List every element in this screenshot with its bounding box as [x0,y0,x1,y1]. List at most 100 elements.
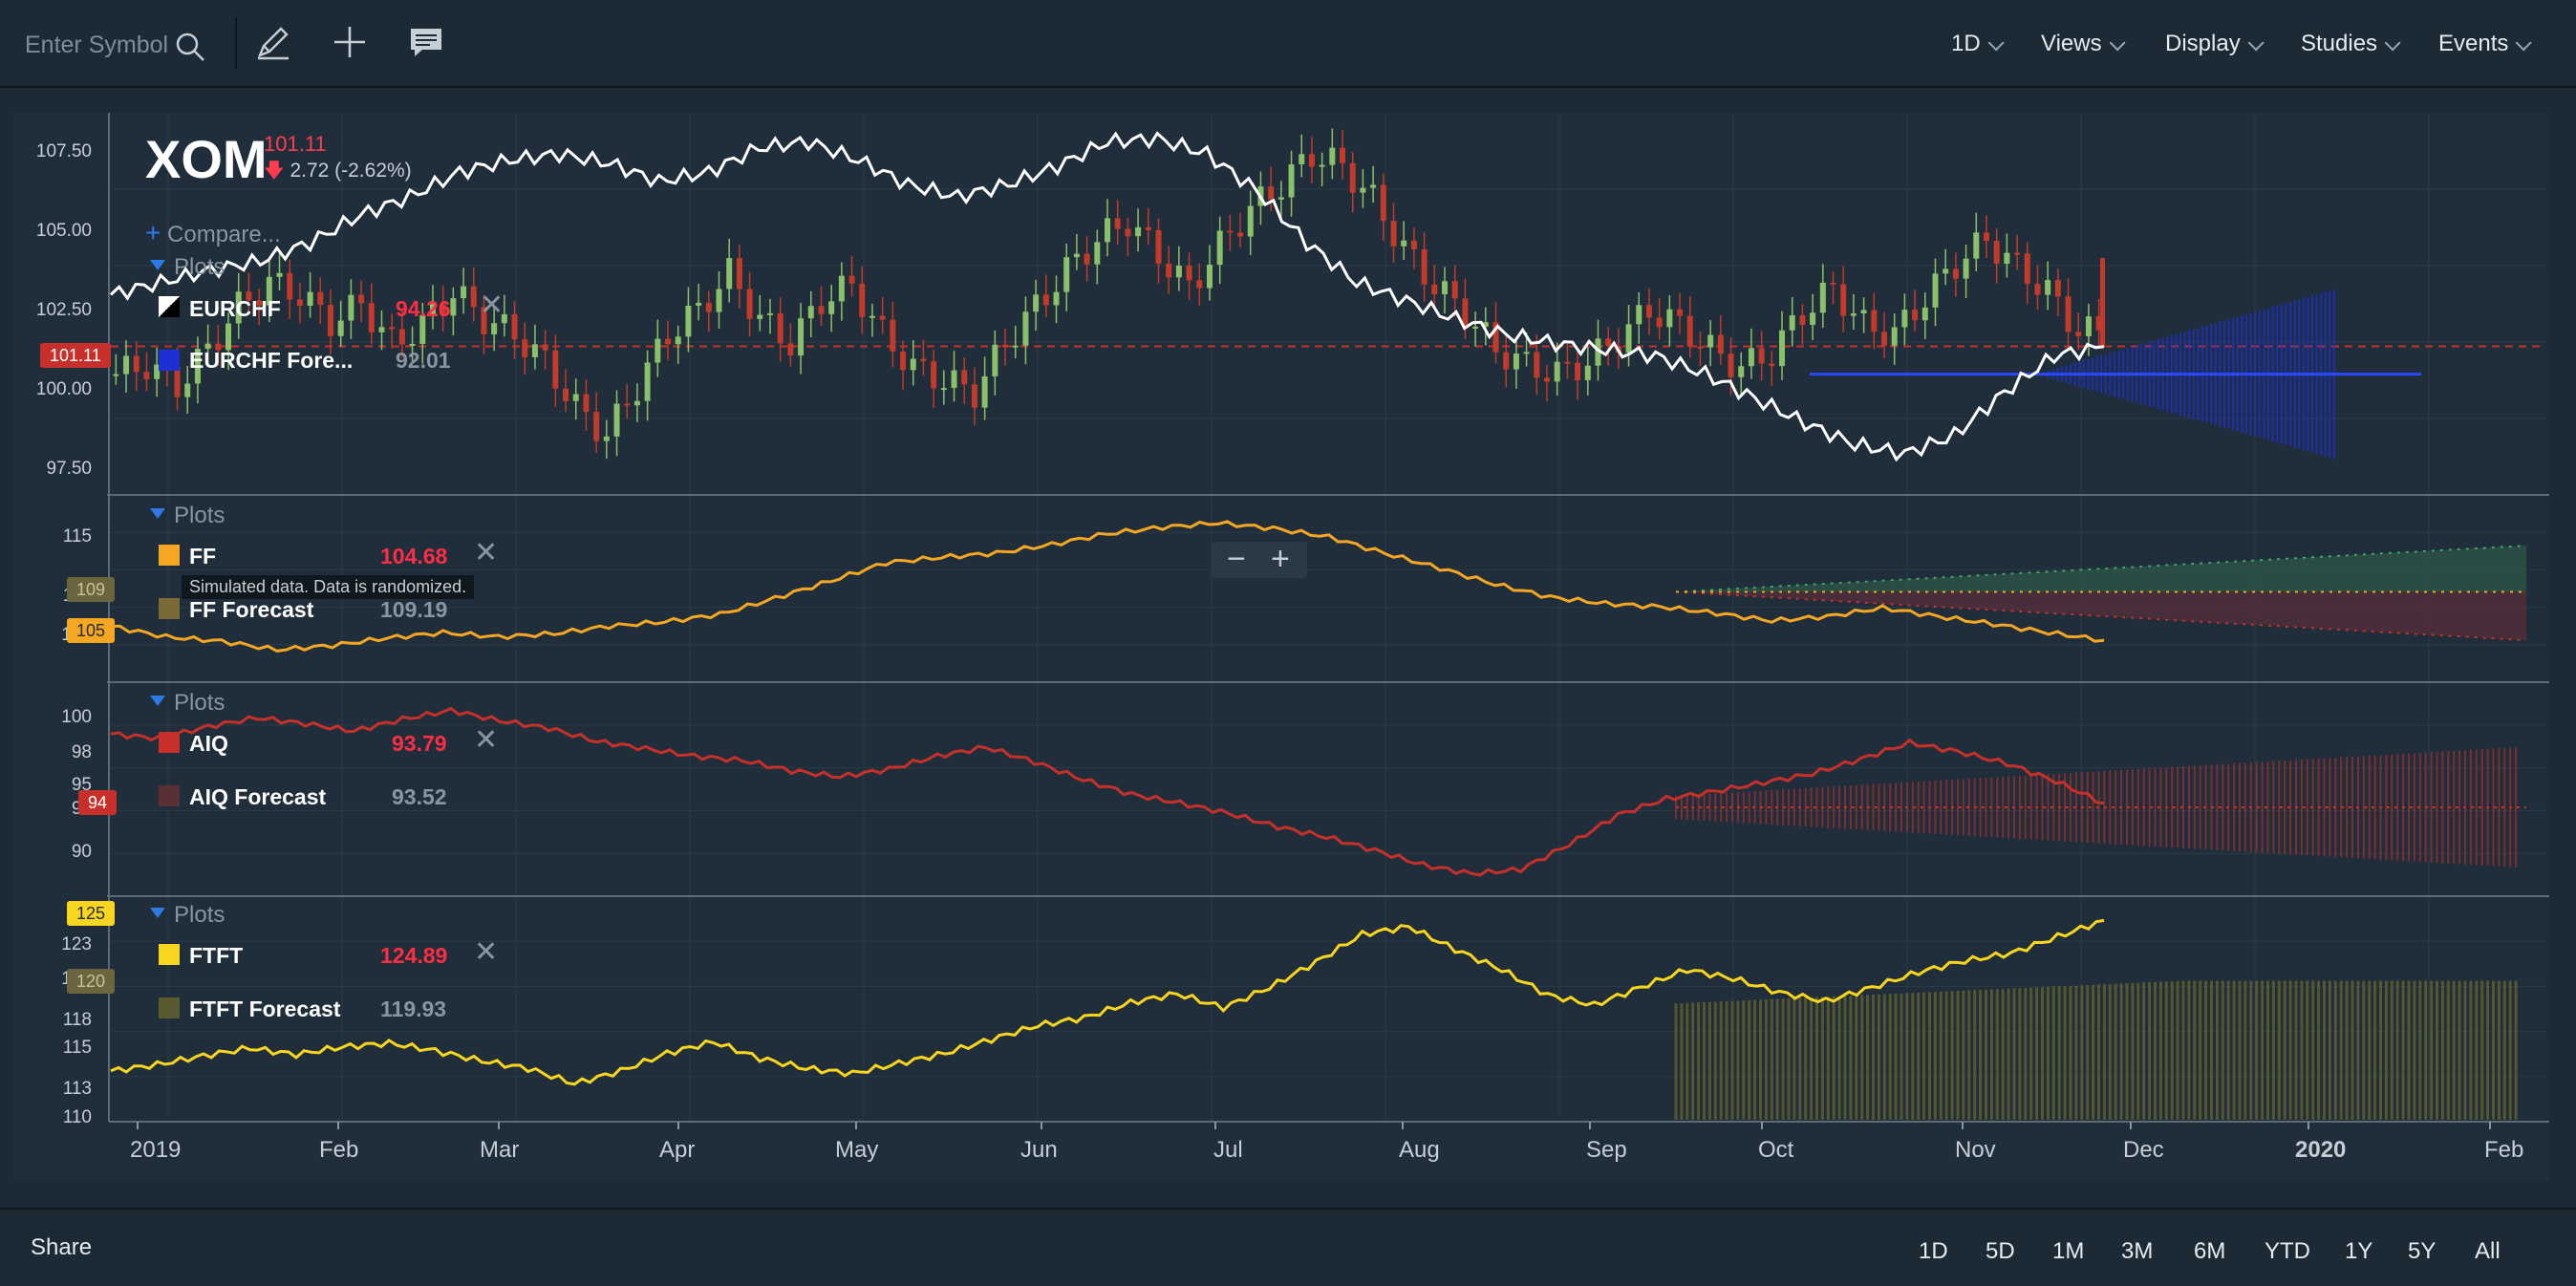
candle-body [246,291,252,301]
x-tick-label: Aug [1399,1137,1440,1163]
range-1m[interactable]: 1M [2052,1238,2085,1264]
menu-periodicity[interactable]: 1D [1951,31,2005,57]
legend-eurchf-forecast-value: 92.01 [396,348,451,373]
current-price-tag: 101.11 [40,343,111,368]
candle-body [1094,242,1101,265]
candle-body [1319,164,1325,167]
candle-body [1686,315,1693,347]
ftft-forecast-swatch[interactable] [159,997,180,1018]
price-change-text: 2.72 (-2.62%) [290,160,412,182]
ff-forecast-swatch[interactable] [159,598,180,619]
candle-body [1472,326,1479,329]
crosshair-plus-icon[interactable] [329,21,371,63]
candle-body [1033,294,1040,312]
candle-body [1605,338,1612,346]
candle-body [1125,228,1131,237]
menu-views[interactable]: Views [2041,31,2126,57]
y-tick-label: 95 [71,775,92,795]
plots-toggle[interactable]: Plots [174,254,225,280]
candle-body [337,320,344,336]
legend-eurchf-value: 94.26 [396,296,451,321]
close-icon[interactable]: ✕ [474,724,499,756]
range-all[interactable]: All [2475,1238,2501,1264]
candle-body [419,314,426,344]
candle-body [1401,240,1407,246]
candle-body [1666,309,1673,328]
candle-body [2065,296,2072,332]
range-6m[interactable]: 6M [2194,1238,2226,1264]
range-5d[interactable]: 5D [1986,1238,2015,1264]
plots-toggle[interactable]: Plots [174,902,225,928]
candle-body [1135,226,1142,237]
candle-body [798,318,805,356]
plots-toggle[interactable]: Plots [174,503,225,528]
expand-triangle-icon[interactable] [150,260,165,270]
x-tick-label: 2019 [130,1137,182,1163]
compare-button[interactable]: + Compare... [145,218,281,248]
expand-triangle-icon[interactable] [150,696,165,706]
legend-ftft-value: 124.89 [380,943,448,968]
candle-body [828,301,835,314]
chart-canvas[interactable] [13,113,2549,1181]
aiq-forecast-swatch[interactable] [159,785,180,806]
symbol-input[interactable] [23,25,180,65]
legend-ff: FF [189,544,217,568]
candle-body [287,272,293,300]
range-1y[interactable]: 1Y [2345,1238,2373,1264]
menu-label: 1D [1951,31,1981,56]
candle-body [184,383,191,397]
plots-toggle[interactable]: Plots [174,690,225,716]
down-arrow-icon: 🡇 [264,160,285,182]
eurchf-forecast-swatch[interactable] [159,350,180,371]
y-tick-label: 100 [61,707,92,727]
candle-body [1881,332,1888,346]
x-tick-label: Nov [1955,1137,1996,1163]
candle-body [1738,366,1745,377]
ff-tag: 105 [67,618,116,643]
ff-swatch[interactable] [159,545,180,566]
ftft-forecast-tag: 120 [67,969,116,994]
candle-body [1503,352,1510,370]
candle-body [1707,334,1714,348]
eurchf-swatch[interactable] [159,296,180,317]
menu-display[interactable]: Display [2165,31,2265,57]
close-icon[interactable]: ✕ [480,289,504,321]
candle-body [1370,184,1377,188]
share-button[interactable]: Share [31,1234,93,1260]
candle-body [256,300,263,306]
candle-body [317,291,324,306]
aiq-swatch[interactable] [159,732,180,753]
menu-studies[interactable]: Studies [2301,31,2401,57]
chevron-down-icon [2247,34,2265,52]
y-tick-label: 110 [62,1107,92,1127]
candle-body [1636,305,1642,325]
comment-icon[interactable] [405,21,447,63]
zoom-in-button[interactable]: + [1271,541,1290,577]
candle-body [746,289,753,319]
chart-area[interactable]: 107.50 105.00 102.50 100.00 97.50 115 11… [13,113,2549,1181]
range-3m[interactable]: 3M [2121,1238,2154,1264]
expand-triangle-icon[interactable] [150,908,165,918]
range-ytd[interactable]: YTD [2265,1238,2310,1264]
candle-body [215,343,222,351]
pencil-draw-icon[interactable] [252,21,294,63]
candle-body [685,305,692,337]
close-icon[interactable]: ✕ [474,537,499,568]
candle-body [931,361,937,389]
expand-triangle-icon[interactable] [150,508,165,519]
candle-body [583,394,590,413]
symbol-search[interactable] [23,25,210,67]
menu-events[interactable]: Events [2438,31,2532,57]
candle-body [1728,354,1734,377]
range-1d[interactable]: 1D [1919,1238,1948,1264]
close-icon[interactable]: ✕ [474,936,499,968]
search-icon[interactable] [174,31,206,63]
menu-label: Events [2438,31,2509,56]
ftft-swatch[interactable] [159,944,180,965]
candle-body [869,315,875,318]
candle-body [1564,361,1571,364]
range-5y[interactable]: 5Y [2408,1238,2436,1264]
candle-body [859,283,866,317]
zoom-out-button[interactable]: − [1227,541,1246,577]
candle-body [1380,184,1386,222]
